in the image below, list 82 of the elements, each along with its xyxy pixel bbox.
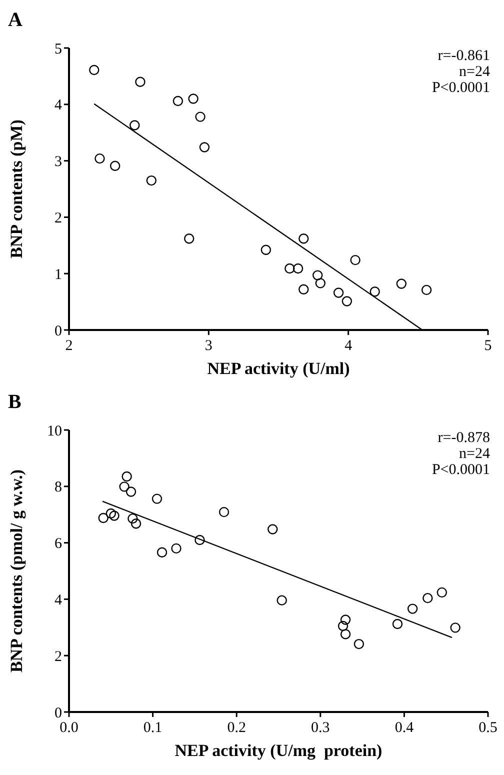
point xyxy=(312,270,323,280)
y-tick-label: 1 xyxy=(54,266,62,283)
point xyxy=(340,629,351,640)
point xyxy=(119,482,130,492)
y-tick-label: 0 xyxy=(54,323,62,340)
x-tick-label: 4 xyxy=(344,338,353,354)
y-tick-label: 5 xyxy=(54,41,62,58)
y-tick-label: 0 xyxy=(54,705,62,722)
point xyxy=(407,604,418,614)
point xyxy=(194,534,205,546)
point xyxy=(350,254,360,266)
x-tick-label: 3 xyxy=(204,338,212,354)
point xyxy=(276,595,287,606)
point xyxy=(152,494,162,504)
y-tick-label: 8 xyxy=(54,480,62,496)
point xyxy=(292,263,304,274)
point xyxy=(396,278,407,289)
annotation: P<0.0001 xyxy=(432,80,490,96)
y-axis-title: BNP contents (pM) xyxy=(7,120,26,258)
point xyxy=(315,278,326,288)
point xyxy=(338,620,348,632)
point xyxy=(171,543,182,554)
point xyxy=(94,153,105,164)
x-axis-title: NEP activity (U/ml) xyxy=(207,359,350,378)
y-tick-label: 10 xyxy=(47,423,62,440)
x-tick-label: 0.2 xyxy=(227,720,246,736)
x-tick-label: 0.3 xyxy=(311,720,330,736)
point xyxy=(333,288,344,298)
y-tick-label: 2 xyxy=(54,648,62,665)
point xyxy=(436,587,448,598)
point xyxy=(260,244,272,256)
point xyxy=(421,284,432,296)
point xyxy=(110,160,120,171)
chart-title: A xyxy=(8,9,23,31)
point xyxy=(340,614,351,625)
point xyxy=(450,622,460,633)
annotation: r=-0.878 xyxy=(438,430,490,446)
chart-title: B xyxy=(8,391,22,413)
point xyxy=(156,547,168,558)
point xyxy=(146,175,157,186)
point xyxy=(188,94,198,104)
y-axis-title: BNP contents (pmol/ g w.w.) xyxy=(7,469,26,673)
point xyxy=(130,518,142,529)
point xyxy=(284,263,295,274)
point xyxy=(218,506,230,518)
x-tick-label: 2 xyxy=(65,338,73,354)
point xyxy=(195,112,206,122)
point xyxy=(298,234,309,244)
point xyxy=(172,96,184,106)
point xyxy=(109,510,120,521)
point xyxy=(392,618,403,630)
point xyxy=(342,296,352,306)
point xyxy=(370,286,380,297)
x-tick-label: 0.1 xyxy=(143,720,162,736)
point xyxy=(422,592,433,604)
annotation: n=24 xyxy=(459,446,490,462)
point xyxy=(268,524,278,534)
point xyxy=(135,76,146,87)
annotation: r=-0.861 xyxy=(438,48,490,64)
point xyxy=(126,486,136,497)
x-tick-label: 0.4 xyxy=(394,720,414,736)
y-tick-label: 3 xyxy=(54,154,62,170)
point xyxy=(122,471,132,482)
point xyxy=(106,508,116,519)
point xyxy=(199,142,210,152)
point xyxy=(89,64,100,76)
point xyxy=(128,513,138,524)
point xyxy=(130,120,140,130)
x-axis-title: NEP activity (U/mg protein) xyxy=(174,741,382,760)
point xyxy=(184,234,194,244)
y-tick-label: 6 xyxy=(54,536,62,552)
annotation: n=24 xyxy=(459,64,490,80)
y-tick-label: 4 xyxy=(54,98,62,114)
y-tick-label: 2 xyxy=(54,210,62,226)
y-tick-label: 4 xyxy=(54,592,62,608)
x-tick-label: 0.0 xyxy=(60,720,78,736)
point xyxy=(98,512,108,524)
point xyxy=(354,638,364,650)
x-tick-label: 5 xyxy=(484,338,492,354)
point xyxy=(298,284,309,294)
x-tick-label: 0.5 xyxy=(478,720,498,736)
annotation: P<0.0001 xyxy=(432,462,490,478)
